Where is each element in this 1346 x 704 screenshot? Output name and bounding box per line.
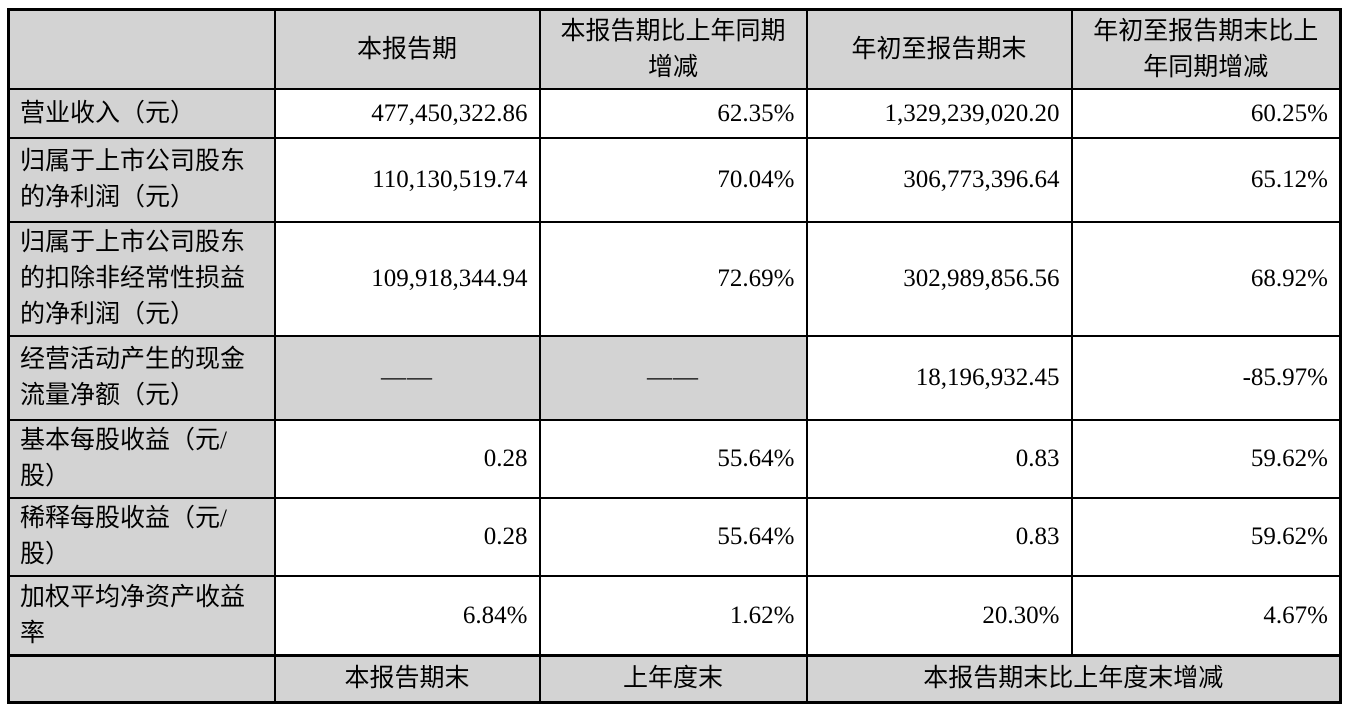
value-cell: 70.04% xyxy=(538,137,808,223)
footer-empty-cell xyxy=(7,654,276,704)
footer-current-period-end: 本报告期末 xyxy=(273,654,541,704)
row-label: 加权平均净资产收益率 xyxy=(7,575,276,657)
footer-prior-year-end: 上年度末 xyxy=(538,654,808,704)
value-cell-dash: —— xyxy=(538,335,808,421)
header-current-period-yoy-change: 本报告期比上年同期增减 xyxy=(538,8,808,90)
value-cell: 4.67% xyxy=(1070,575,1342,657)
value-cell: 59.62% xyxy=(1070,497,1342,577)
value-cell: 55.64% xyxy=(538,419,808,499)
value-cell: 0.28 xyxy=(273,419,541,499)
table-row-basic-eps: 基本每股收益（元/股） 0.28 55.64% 0.83 59.62% xyxy=(7,419,1342,499)
value-cell: 20.30% xyxy=(805,575,1073,657)
header-empty-cell xyxy=(7,8,276,90)
financial-summary-table: 本报告期 本报告期比上年同期增减 年初至报告期末 年初至报告期末比上年同期增减 … xyxy=(7,8,1342,704)
value-cell: 62.35% xyxy=(538,88,808,139)
table-row-diluted-eps: 稀释每股收益（元/股） 0.28 55.64% 0.83 59.62% xyxy=(7,497,1342,577)
row-label: 营业收入（元） xyxy=(7,88,276,139)
value-cell-dash: —— xyxy=(273,335,541,421)
value-cell: 55.64% xyxy=(538,497,808,577)
value-cell: 6.84% xyxy=(273,575,541,657)
row-label: 基本每股收益（元/股） xyxy=(7,419,276,499)
value-cell: 477,450,322.86 xyxy=(273,88,541,139)
header-year-to-date: 年初至报告期末 xyxy=(805,8,1073,90)
value-cell: 60.25% xyxy=(1070,88,1342,139)
value-cell: 306,773,396.64 xyxy=(805,137,1073,223)
header-row: 本报告期 本报告期比上年同期增减 年初至报告期末 年初至报告期末比上年同期增减 xyxy=(7,8,1342,90)
row-label: 稀释每股收益（元/股） xyxy=(7,497,276,577)
header-current-period: 本报告期 xyxy=(273,8,541,90)
value-cell: 0.28 xyxy=(273,497,541,577)
table-row-net-profit-excl-nonrecurring: 归属于上市公司股东的扣除非经常性损益的净利润（元） 109,918,344.94… xyxy=(7,221,1342,337)
value-cell: 59.62% xyxy=(1070,419,1342,499)
value-cell: -85.97% xyxy=(1070,335,1342,421)
value-cell: 302,989,856.56 xyxy=(805,221,1073,337)
row-label: 经营活动产生的现金流量净额（元） xyxy=(7,335,276,421)
table-row-operating-cash-flow: 经营活动产生的现金流量净额（元） —— —— 18,196,932.45 -85… xyxy=(7,335,1342,421)
value-cell: 0.83 xyxy=(805,419,1073,499)
table-row-net-profit: 归属于上市公司股东的净利润（元） 110,130,519.74 70.04% 3… xyxy=(7,137,1342,223)
footer-period-row: 本报告期末 上年度末 本报告期末比上年度末增减 xyxy=(7,654,1342,704)
document-page: 本报告期 本报告期比上年同期增减 年初至报告期末 年初至报告期末比上年同期增减 … xyxy=(7,8,1342,704)
value-cell: 68.92% xyxy=(1070,221,1342,337)
value-cell: 1,329,239,020.20 xyxy=(805,88,1073,139)
value-cell: 65.12% xyxy=(1070,137,1342,223)
footer-period-end-change: 本报告期末比上年度末增减 xyxy=(805,654,1342,704)
value-cell: 1.62% xyxy=(538,575,808,657)
value-cell: 0.83 xyxy=(805,497,1073,577)
row-label: 归属于上市公司股东的净利润（元） xyxy=(7,137,276,223)
value-cell: 18,196,932.45 xyxy=(805,335,1073,421)
header-year-to-date-yoy-change: 年初至报告期末比上年同期增减 xyxy=(1070,8,1342,90)
table-row-revenue: 营业收入（元） 477,450,322.86 62.35% 1,329,239,… xyxy=(7,88,1342,139)
table-row-weighted-avg-roe: 加权平均净资产收益率 6.84% 1.62% 20.30% 4.67% xyxy=(7,575,1342,657)
value-cell: 109,918,344.94 xyxy=(273,221,541,337)
value-cell: 110,130,519.74 xyxy=(273,137,541,223)
value-cell: 72.69% xyxy=(538,221,808,337)
row-label: 归属于上市公司股东的扣除非经常性损益的净利润（元） xyxy=(7,221,276,337)
